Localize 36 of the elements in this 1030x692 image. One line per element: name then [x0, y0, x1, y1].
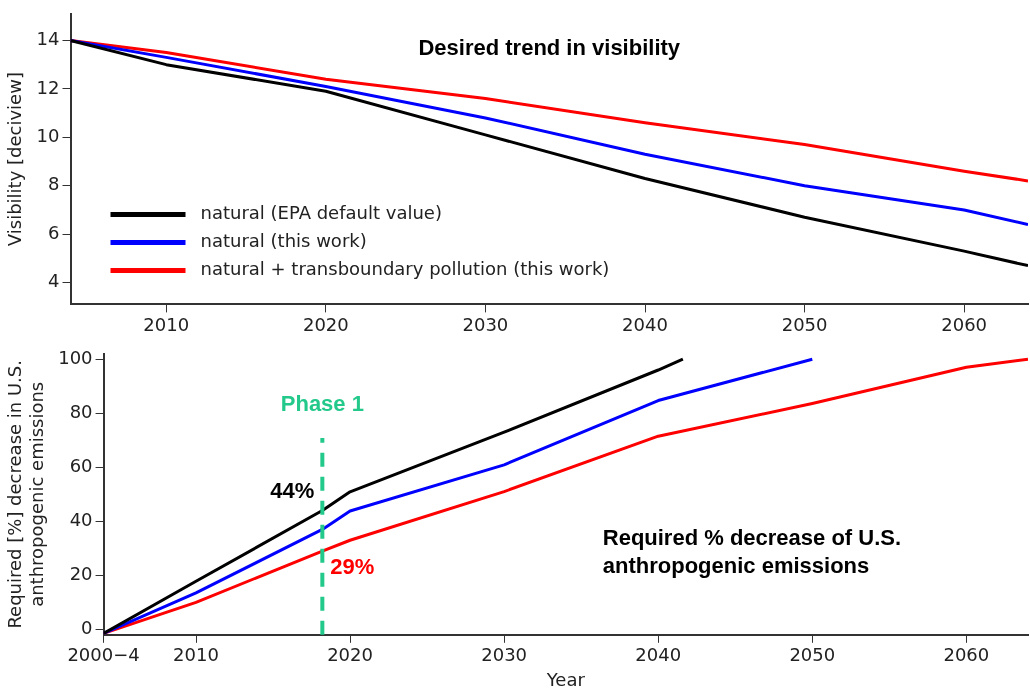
legend-label: natural + transboundary pollution (this work): [200, 258, 610, 280]
x-axis-title: Year: [545, 668, 586, 690]
y-tick-label: 100: [58, 346, 93, 368]
x-tick-label: 2020: [327, 644, 373, 666]
ref-line-label: Phase 1: [280, 391, 364, 417]
x-tick-label: 2010: [173, 644, 219, 666]
x-tick-label: 2060: [943, 644, 990, 666]
legend-label: natural (this work): [200, 230, 367, 252]
y-tick-label: 60: [69, 454, 93, 476]
x-tick-label: 2030: [481, 644, 528, 666]
annotation: 44%: [270, 477, 315, 503]
y-tick-label: 40: [69, 508, 93, 530]
y-axis-title: Visibility [deciview]: [4, 72, 26, 247]
y-tick-label: 8: [48, 173, 60, 195]
x-tick-label: 2050: [781, 313, 828, 335]
text: Required % decrease of U.S. anthropogenic emissions: [602, 525, 902, 579]
legend-label: natural (EPA default value): [200, 202, 442, 224]
y-axis-title: Required [%] decrease in U.S. anthropogenic emissions: [4, 360, 48, 629]
text: Desired trend in visibility: [418, 34, 681, 60]
y-tick-label: 14: [36, 28, 60, 50]
x-tick-label: 2040: [622, 313, 668, 335]
x-tick-label: 2000−4: [67, 644, 140, 666]
x-tick-label: 2020: [302, 313, 349, 335]
x-tick-label: 2030: [462, 313, 509, 335]
y-tick-label: 6: [48, 221, 60, 243]
y-tick-label: 20: [69, 563, 93, 585]
x-tick-label: 2010: [143, 313, 190, 335]
y-tick-label: 0: [81, 617, 93, 639]
y-tick-label: 10: [36, 124, 60, 146]
y-tick-label: 12: [36, 76, 60, 98]
y-tick-label: 4: [48, 270, 60, 292]
x-tick-label: 2050: [789, 644, 836, 666]
x-tick-label: 2040: [635, 644, 682, 666]
annotation: 29%: [330, 554, 375, 580]
y-tick-label: 80: [69, 400, 93, 422]
x-tick-label: 2060: [941, 313, 988, 335]
